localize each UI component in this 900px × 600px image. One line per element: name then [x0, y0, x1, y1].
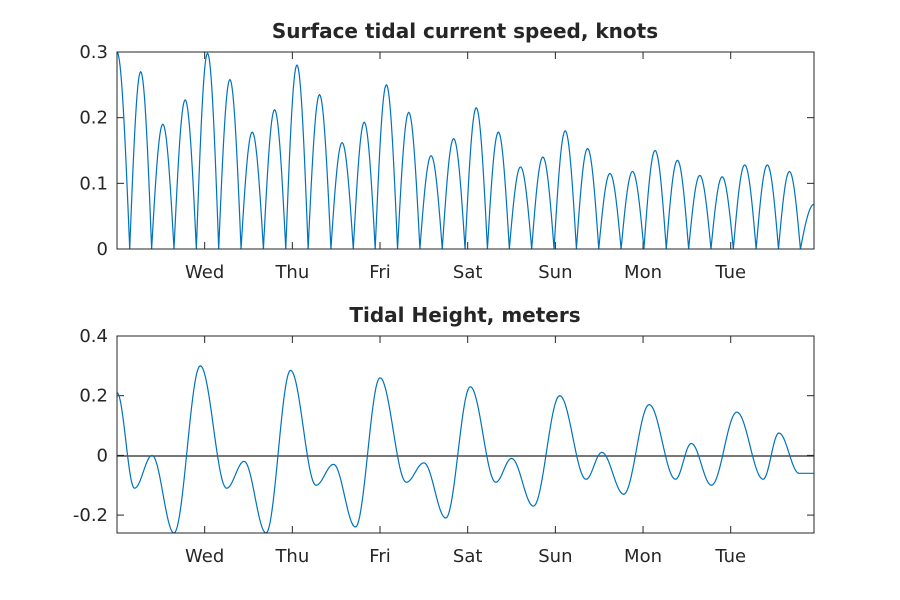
tidal-height-axes-box: [116, 335, 815, 534]
current-speed-title: Surface tidal current speed, knots: [272, 19, 658, 43]
current-speed-ytick-label: 0: [97, 239, 108, 260]
current-speed-xtick-label: Tue: [714, 262, 746, 283]
tidal-height-xtick-label: Sun: [538, 546, 572, 567]
tidal-height-ytick-label: 0: [97, 445, 108, 466]
tidal-height-title: Tidal Height, meters: [349, 303, 580, 327]
current-speed-axes-box: [116, 51, 815, 250]
current-speed-xtick-label: Thu: [274, 262, 309, 283]
current-speed-panel: Surface tidal current speed, knots 00.10…: [79, 19, 815, 283]
current-speed-xtick-label: Sun: [538, 262, 572, 283]
current-speed-ytick-label: 0.3: [79, 42, 108, 63]
tidal-height-xtick-label: Fri: [369, 546, 390, 567]
current-speed-xtick-label: Fri: [369, 262, 390, 283]
current-speed-tick-labels: 0 0.1 0.2 0.3 Wed Thu Fri Sat Sun Mon Tue: [79, 42, 814, 283]
current-speed-xtick-label: Wed: [185, 262, 224, 283]
tidal-height-ytick-label: -0.2: [73, 505, 108, 526]
tidal-height-xtick-label: Mon: [624, 546, 662, 567]
current-speed-xtick-label: Mon: [624, 262, 662, 283]
current-speed-ytick-label: 0.2: [79, 108, 108, 129]
current-speed-series-line: [116, 51, 815, 250]
tidal-height-xtick-label: Tue: [714, 546, 746, 567]
tidal-height-series-line: [116, 365, 814, 534]
current-speed-ytick-label: 0.1: [79, 173, 108, 194]
tidal-height-xtick-label: Wed: [185, 546, 224, 567]
tidal-height-panel: Tidal Height, meters -0.2 0 0.2 0.4 Wed Thu Fr…: [73, 303, 815, 567]
tidal-height-tick-labels: -0.2 0 0.2 0.4 Wed Thu Fri Sat Sun Mon Tue: [73, 326, 814, 567]
tidal-height-xtick-label: Thu: [274, 546, 309, 567]
tidal-height-ytick-label: 0.4: [79, 326, 108, 347]
tidal-height-ytick-label: 0.2: [79, 386, 108, 407]
tidal-height-xtick-label: Sat: [453, 546, 483, 567]
current-speed-xtick-label: Sat: [453, 262, 483, 283]
